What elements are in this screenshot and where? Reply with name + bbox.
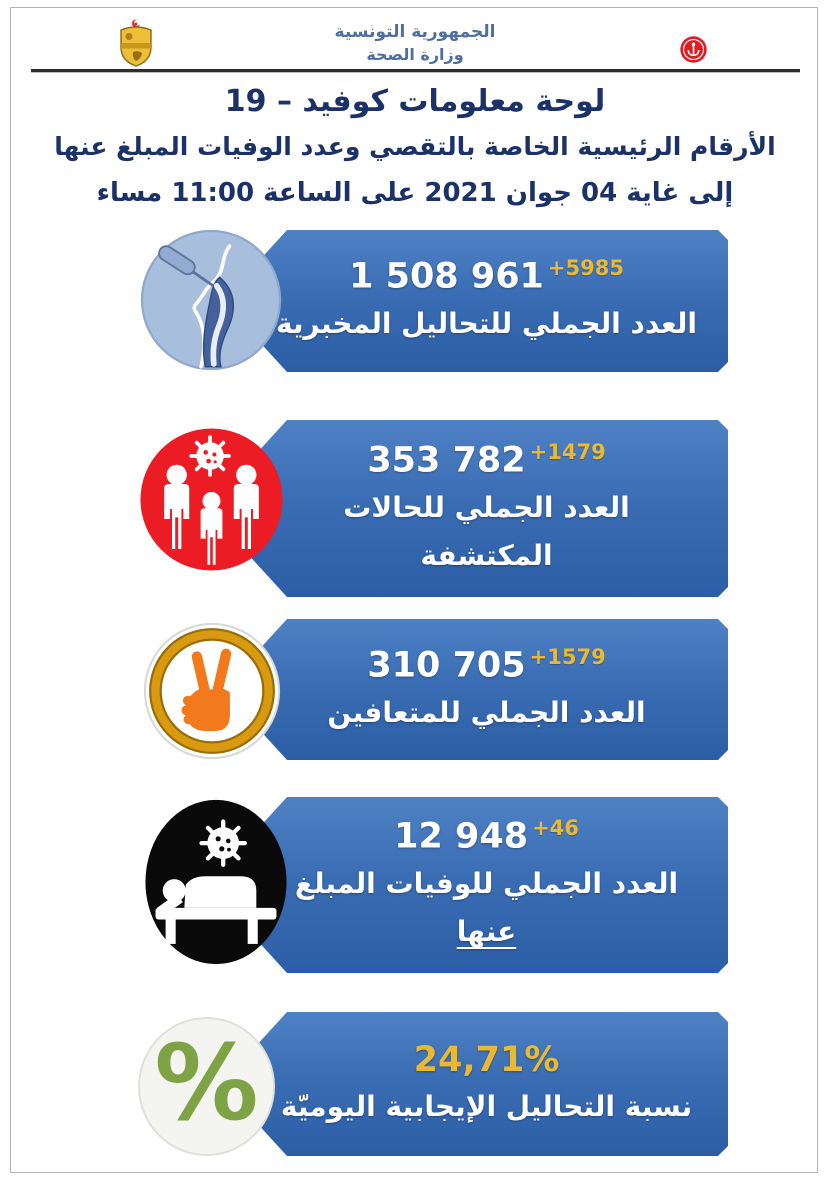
victory-hand-icon (143, 622, 281, 760)
stat-banner-positivity-rate: 24,71% نسبة التحاليل الإيجابية اليوميّة (245, 1012, 728, 1156)
stat-number: 1 508 961 (349, 257, 544, 297)
header-divider (31, 69, 800, 73)
percent-icon: % (138, 1017, 275, 1156)
stat-delta: +1579 (529, 644, 606, 669)
stat-value-lab-tests: 1 508 961 +5985 (349, 256, 624, 297)
stat-value-recovered: 310 705 +1579 (367, 645, 605, 686)
stat-delta: +1479 (529, 439, 606, 464)
stat-number: 310 705 (367, 645, 526, 686)
date-line: إلى غاية 04 جوان 2021 على الساعة 11:00 م… (96, 178, 734, 208)
stat-label-deaths-line1: العدد الجملي للوفيات المبلغ (294, 867, 679, 901)
page-title: لوحة معلومات كوفيد – 19 (224, 84, 606, 119)
header-text: الجمهورية التونسية وزارة الصحة (0, 21, 830, 67)
stat-label-positivity-rate: نسبة التحاليل الإيجابية اليوميّة (280, 1089, 693, 1123)
page-border (10, 7, 818, 1173)
tunisia-coat-of-arms (120, 19, 152, 67)
stat-banner-lab-tests: 1 508 961 +5985 العدد الجملي للتحاليل الم… (245, 230, 728, 372)
stat-label-recovered: العدد الجملي للمتعافين (327, 695, 646, 729)
stat-banner-recovered: 310 705 +1579 العدد الجملي للمتعافين (245, 619, 728, 760)
percent-glyph: % (154, 1021, 259, 1144)
page-subtitle: الأرقام الرئيسية الخاصة بالتقصي وعدد الو… (54, 132, 776, 161)
nasal-swab-icon (140, 229, 282, 371)
stat-delta: +5985 (547, 256, 624, 281)
stat-label-deaths-line2: عنها (456, 915, 517, 949)
patient-bed-icon (145, 799, 287, 965)
ministry-of-health-logo (680, 36, 707, 63)
stat-value-deaths: 12 948 +46 (394, 816, 579, 857)
stat-delta: +46 (532, 816, 579, 841)
stat-number: 24,71% (413, 1039, 560, 1080)
stat-label-lab-tests: العدد الجملي للتحاليل المخبرية (276, 307, 697, 341)
stat-banner-deaths: 12 948 +46 العدد الجملي للوفيات المبلغ عن… (245, 797, 728, 973)
stat-value-cases: 353 782 +1479 (367, 440, 605, 481)
stat-banner-cases: 353 782 +1479 العدد الجملي للحالات المكتش… (245, 420, 728, 597)
republic-title: الجمهورية التونسية (334, 22, 496, 42)
stat-label-cases-line1: العدد الجملي للحالات (343, 490, 630, 524)
stat-number: 353 782 (367, 440, 526, 481)
infected-people-icon (140, 428, 283, 571)
stat-label-cases-line2: المكتشفة (420, 538, 553, 572)
ministry-title: وزارة الصحة (366, 45, 464, 64)
stat-number: 12 948 (394, 816, 529, 857)
stat-value-positivity-rate: 24,71% (414, 1040, 560, 1080)
